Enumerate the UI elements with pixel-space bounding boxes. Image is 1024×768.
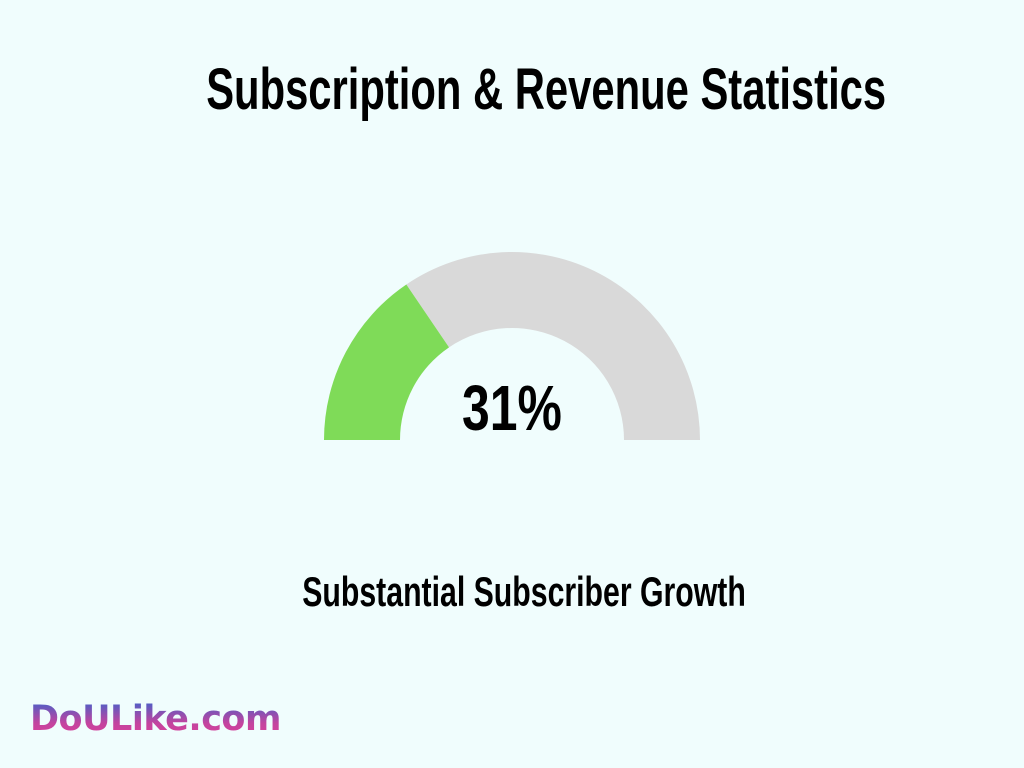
gauge-fill <box>324 284 450 440</box>
gauge-value-label: 31% <box>462 373 562 444</box>
gauge-caption: Substantial Subscriber Growth <box>302 568 746 615</box>
chart-title: Subscription & Revenue Statistics <box>206 57 886 122</box>
logo: DoULike.com <box>30 699 281 739</box>
gauge-track <box>406 251 700 440</box>
